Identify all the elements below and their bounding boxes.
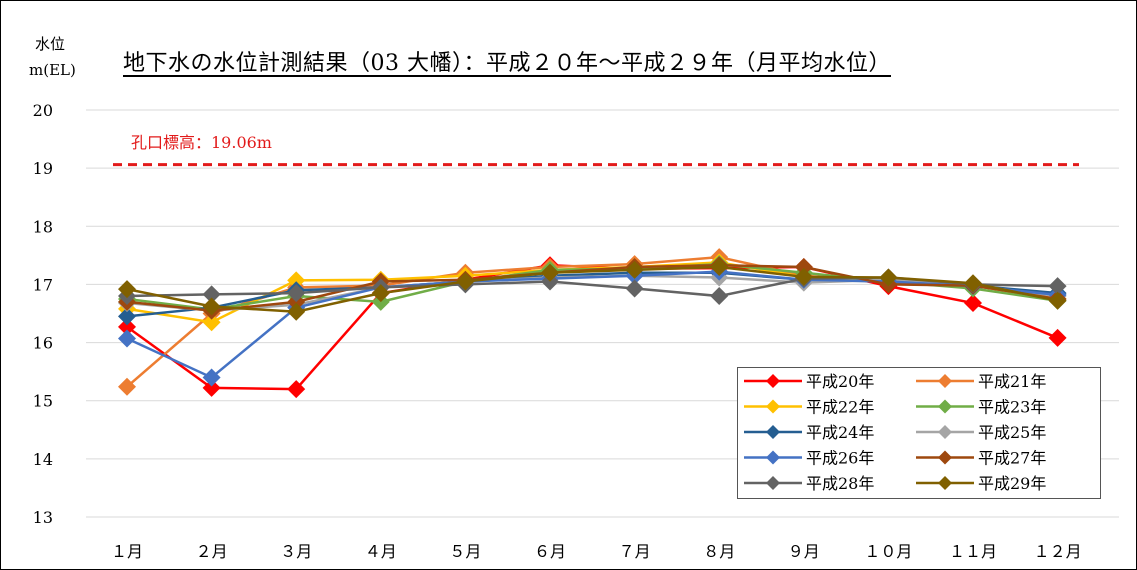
legend-marker <box>766 450 780 465</box>
chart-title: 地下水の水位計測結果（03 大幡）：平成２０年～平成２９年（月平均水位） <box>123 51 891 76</box>
legend-marker <box>766 425 780 439</box>
x-tick-label: ３月 <box>280 542 312 561</box>
legend-label: 平成25年 <box>978 423 1046 442</box>
data-point <box>710 257 729 276</box>
legend-label: 平成28年 <box>806 474 874 493</box>
data-point <box>202 285 221 304</box>
legend-marker <box>938 450 952 465</box>
legend-item: 平成28年 <box>744 474 874 493</box>
legend-label: 平成27年 <box>978 449 1046 468</box>
x-tick-label: ８月 <box>703 542 735 561</box>
data-point <box>1048 291 1067 310</box>
data-point <box>964 274 982 293</box>
data-point <box>118 377 136 396</box>
data-point <box>202 378 221 397</box>
y-tick-label: 20 <box>33 101 53 120</box>
legend-label: 平成23年 <box>978 398 1046 417</box>
x-tick-label: ４月 <box>365 542 397 561</box>
y-tick-label: 14 <box>33 450 53 469</box>
data-point <box>456 272 475 291</box>
legend-item: 平成26年 <box>744 449 874 468</box>
data-point <box>287 284 306 303</box>
series-line <box>126 263 1058 312</box>
y-tick-label: 15 <box>33 392 53 411</box>
data-point <box>371 284 390 303</box>
data-point <box>118 307 136 326</box>
x-tick-label: １２月 <box>1034 542 1082 561</box>
legend-item: 平成25年 <box>916 423 1046 442</box>
reference-line-label: 孔口標高：19.06m <box>131 133 272 152</box>
legend-label: 平成20年 <box>806 372 874 391</box>
x-tick-label: ７月 <box>619 542 651 561</box>
legend-marker <box>938 476 952 490</box>
series-line <box>126 270 1058 379</box>
x-tick-label: ６月 <box>534 542 566 561</box>
legend-item: 平成20年 <box>744 372 874 391</box>
x-tick-label: ５月 <box>449 542 481 561</box>
legend-item: 平成21年 <box>916 372 1046 391</box>
series-10 <box>118 257 1067 321</box>
legend-marker <box>938 374 952 388</box>
legend-item: 平成27年 <box>916 449 1046 468</box>
series-line <box>126 263 1059 391</box>
data-point <box>964 294 982 313</box>
x-tick-label: ９月 <box>788 542 820 561</box>
legend-item: 平成22年 <box>744 398 874 417</box>
legend-marker <box>938 425 952 439</box>
data-point <box>794 257 813 276</box>
data-point <box>794 267 813 286</box>
legend-label: 平成24年 <box>806 423 874 442</box>
y-tick-label: 19 <box>33 159 53 178</box>
data-point <box>541 263 559 282</box>
data-point <box>625 260 644 279</box>
data-point <box>118 329 136 348</box>
data-point <box>287 380 306 399</box>
y-tick-label: 17 <box>33 275 53 294</box>
x-tick-label: １月 <box>111 542 143 561</box>
data-point <box>1048 328 1067 347</box>
y-tick-label: 16 <box>33 334 53 353</box>
y-tick-label: 18 <box>33 217 53 236</box>
data-point <box>287 271 306 290</box>
y-axis-title-line1: 水位 <box>35 35 66 53</box>
data-point <box>879 268 898 287</box>
legend-item: 平成29年 <box>916 474 1046 493</box>
y-axis-title-line2: m(EL) <box>29 61 76 79</box>
data-point <box>118 317 136 336</box>
data-point <box>202 297 221 316</box>
data-point <box>118 280 136 299</box>
legend-label: 平成21年 <box>978 372 1046 391</box>
legend-marker <box>938 399 952 414</box>
data-point <box>710 287 729 306</box>
legend-label: 平成22年 <box>806 398 874 417</box>
data-point <box>202 368 221 387</box>
legend-marker <box>766 476 780 490</box>
data-point <box>625 279 644 298</box>
data-point <box>202 313 221 332</box>
y-tick-label: 13 <box>33 508 53 527</box>
x-tick-label: １１月 <box>949 542 997 561</box>
legend-marker <box>766 374 780 388</box>
data-point <box>1048 277 1067 296</box>
data-point <box>287 302 306 321</box>
x-tick-label: ２月 <box>196 542 228 561</box>
legend-label: 平成29年 <box>978 474 1046 493</box>
legend-item: 平成23年 <box>916 398 1046 417</box>
x-tick-label: １０月 <box>864 542 912 561</box>
legend: 平成20年 平成21年平成22年 平成23年平成24年 平成25年平成26年 平成27年… <box>737 367 1101 499</box>
legend-label: 平成26年 <box>806 449 874 468</box>
legend-marker <box>766 399 780 414</box>
legend-item: 平成24年 <box>744 423 874 442</box>
series-line <box>126 265 1058 314</box>
